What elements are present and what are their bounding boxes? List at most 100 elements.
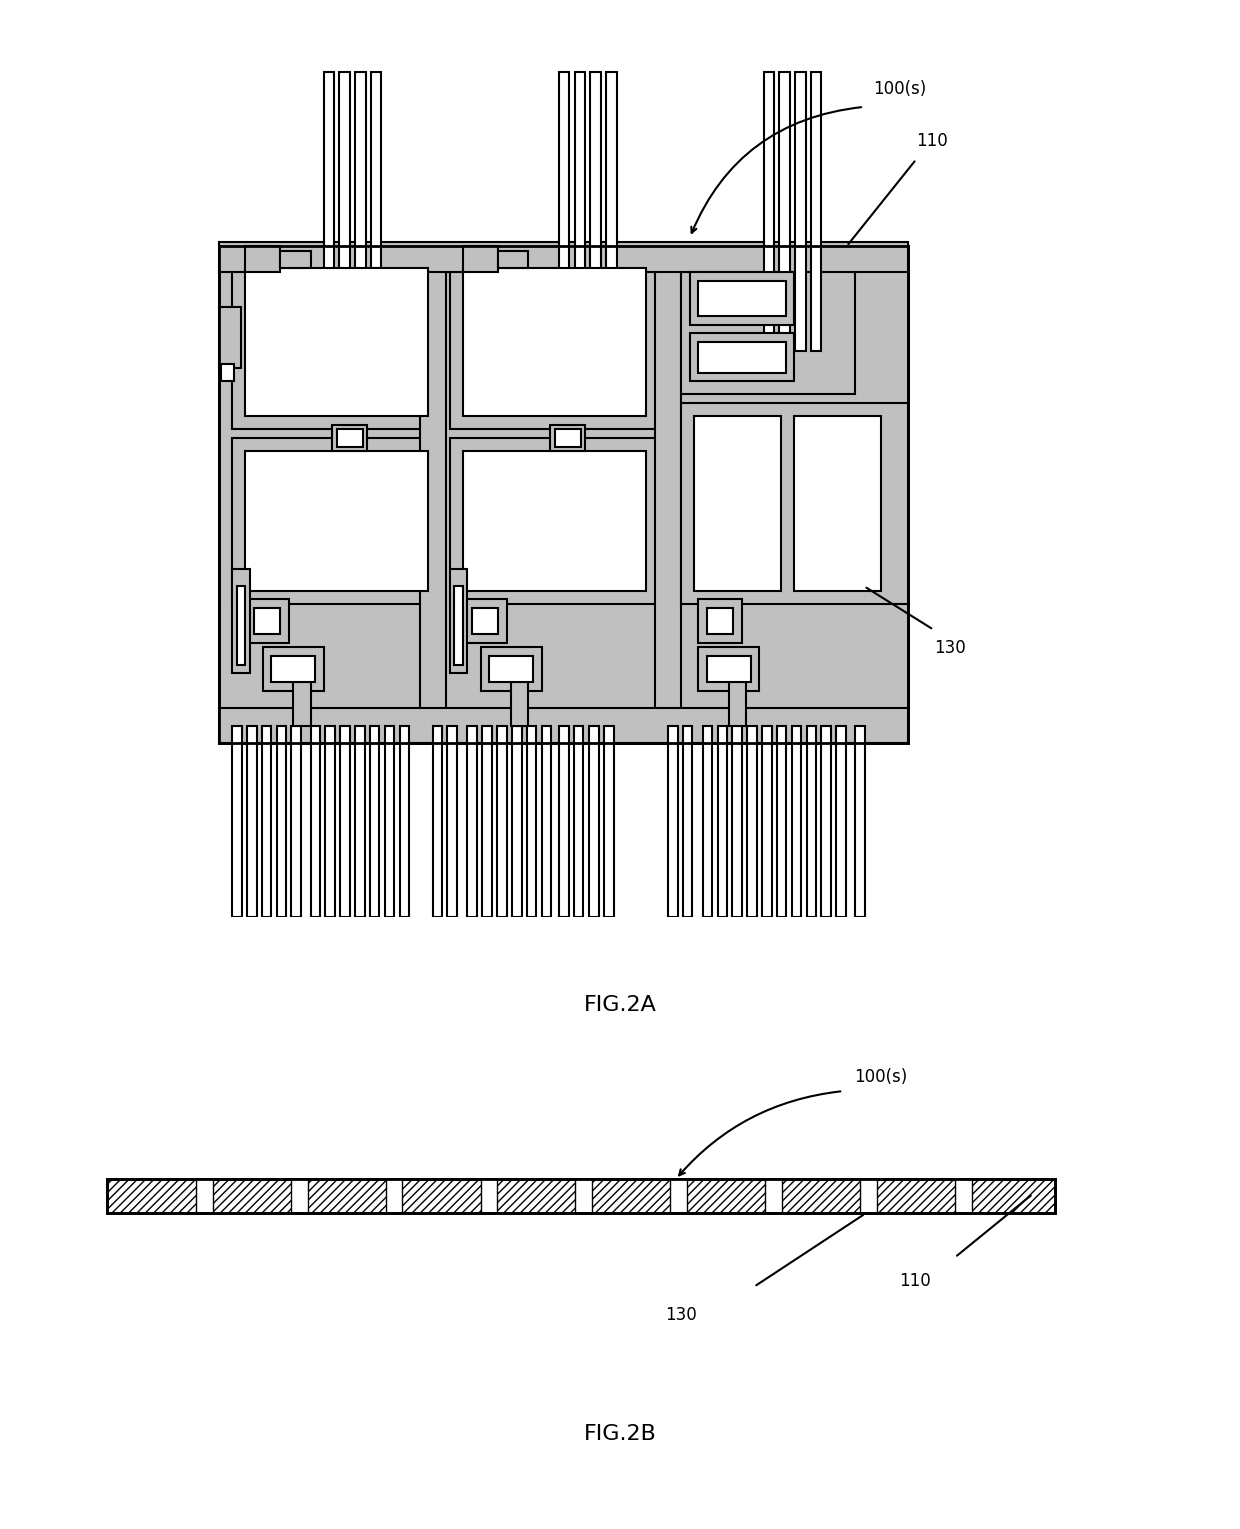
Bar [559,72,569,352]
Bar [512,726,522,917]
Bar [263,647,324,691]
Bar [821,726,831,917]
Bar [481,1180,497,1212]
Bar [703,726,713,917]
Bar [606,72,616,352]
Bar [589,726,599,917]
Bar [689,333,795,381]
Bar [272,656,315,682]
Bar [683,726,692,917]
Bar [237,263,890,726]
Bar [196,1180,213,1212]
Bar [463,268,646,416]
Bar [472,609,498,635]
Bar [371,72,381,352]
Bar [246,268,428,416]
Bar [780,72,790,352]
Bar [511,682,528,726]
Bar [246,246,280,272]
Bar [291,726,301,917]
Bar [340,726,350,917]
Bar [219,246,908,743]
Bar [764,72,774,352]
Bar [463,451,646,590]
Bar [681,255,856,394]
Bar [554,430,580,446]
Bar [463,246,498,272]
Bar [450,569,467,673]
Bar [232,569,249,673]
Bar [590,72,601,352]
Bar [107,1179,1055,1214]
Bar [795,72,806,352]
Bar [290,1180,308,1212]
Bar [355,72,366,352]
Bar [791,726,801,917]
Bar [310,726,320,917]
Bar [467,726,477,917]
Bar [694,416,781,590]
Text: FIG.2A: FIG.2A [584,994,656,1015]
Text: 110: 110 [899,1272,931,1290]
Bar [574,726,583,917]
Bar [219,246,908,743]
Bar [232,726,242,917]
Bar [575,1180,593,1212]
Bar [856,726,864,917]
Bar [463,599,507,642]
Bar [542,726,551,917]
Bar [448,726,458,917]
Text: 100(s): 100(s) [873,80,926,98]
Bar [763,726,771,917]
Bar [811,72,821,352]
Bar [219,708,908,743]
Bar [527,726,537,917]
Text: 100(s): 100(s) [854,1069,908,1086]
Bar [707,609,733,635]
Bar [399,726,409,917]
Text: FIG.2B: FIG.2B [584,1423,656,1443]
Bar [670,1180,687,1212]
Bar [247,726,257,917]
Bar [718,726,727,917]
Bar [836,726,846,917]
Bar [698,281,786,317]
Bar [232,255,441,430]
Bar [337,430,363,446]
Bar [689,272,795,324]
Bar [795,416,882,590]
Bar [454,586,463,665]
Bar [861,1180,877,1212]
Bar [604,726,614,917]
Bar [698,342,786,373]
Bar [237,586,246,665]
Bar [707,656,750,682]
Bar [698,599,742,642]
Bar [386,1180,402,1212]
Bar [668,726,677,917]
Bar [559,726,569,917]
Bar [355,726,365,917]
Bar [370,726,379,917]
Bar [481,647,542,691]
Bar [219,307,241,368]
Bar [419,246,445,743]
Bar [219,246,908,743]
Bar [777,726,786,917]
Bar [280,251,310,268]
Bar [765,1180,782,1212]
Bar [277,726,286,917]
Bar [246,599,289,642]
Bar [733,726,742,917]
Bar [384,726,394,917]
Text: 130: 130 [934,639,966,656]
Bar [655,246,681,743]
Bar [498,251,528,268]
Bar [698,647,759,691]
Bar [332,425,367,451]
Bar [490,656,533,682]
Bar [219,242,908,272]
Bar [246,451,428,590]
Bar [293,682,310,726]
Bar [254,609,280,635]
